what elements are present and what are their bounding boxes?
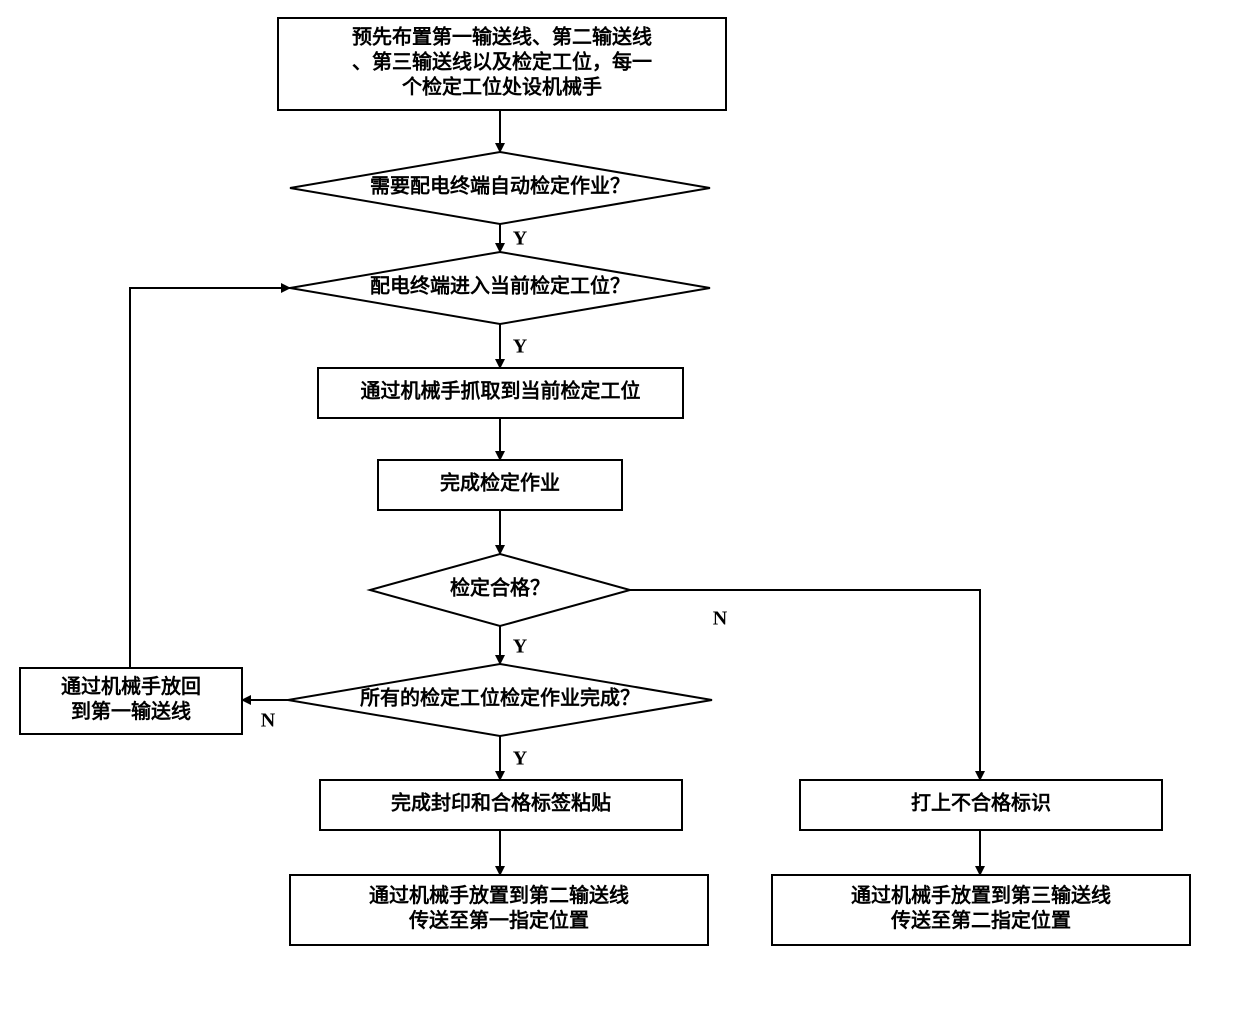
edge-label-e2: Y	[513, 228, 528, 250]
edge-label-e6: Y	[513, 636, 528, 658]
node-text-n5-0: 完成检定作业	[440, 471, 560, 495]
edge-e9	[630, 590, 980, 780]
node-n4: 通过机械手抓取到当前检定工位	[318, 368, 683, 418]
node-text-n9-1: 传送至第一指定位置	[408, 908, 589, 932]
node-text-n1-2: 个检定工位处设机械手	[401, 75, 602, 99]
edge-label-e9: N	[713, 608, 728, 630]
node-text-n4-0: 通过机械手抓取到当前检定工位	[361, 379, 641, 403]
node-text-n10-0: 通过机械手放回	[61, 674, 201, 698]
node-text-n11-0: 打上不合格标识	[911, 791, 1051, 815]
node-text-n10-1: 到第一输送线	[71, 699, 191, 723]
node-n1: 预先布置第一输送线、第二输送线、第三输送线以及检定工位，每一个检定工位处设机械手	[278, 18, 726, 110]
node-n6: 检定合格？	[370, 554, 630, 626]
flowchart-canvas: YYYYNN预先布置第一输送线、第二输送线、第三输送线以及检定工位，每一个检定工…	[0, 0, 1240, 1010]
nodes: 预先布置第一输送线、第二输送线、第三输送线以及检定工位，每一个检定工位处设机械手…	[20, 18, 1190, 945]
node-text-n12-0: 通过机械手放置到第三输送线	[851, 883, 1111, 907]
edge-e12	[130, 288, 290, 668]
node-text-n9-0: 通过机械手放置到第二输送线	[369, 883, 629, 907]
node-n8: 完成封印和合格标签粘贴	[320, 780, 682, 830]
node-n5: 完成检定作业	[378, 460, 622, 510]
node-text-n7-0: 所有的检定工位检定作业完成？	[360, 686, 640, 710]
node-n12: 通过机械手放置到第三输送线传送至第二指定位置	[772, 875, 1190, 945]
node-n7: 所有的检定工位检定作业完成？	[288, 664, 712, 736]
node-n3: 配电终端进入当前检定工位？	[290, 252, 710, 324]
node-text-n1-1: 、第三输送线以及检定工位，每一	[352, 50, 652, 74]
node-n10: 通过机械手放回到第一输送线	[20, 668, 242, 734]
node-text-n3-0: 配电终端进入当前检定工位？	[370, 274, 630, 298]
edge-label-e7: Y	[513, 748, 528, 770]
edge-label-e3: Y	[513, 336, 528, 358]
node-n2: 需要配电终端自动检定作业？	[290, 152, 710, 224]
node-n11: 打上不合格标识	[800, 780, 1162, 830]
node-text-n6-0: 检定合格？	[450, 576, 550, 600]
node-n9: 通过机械手放置到第二输送线传送至第一指定位置	[290, 875, 708, 945]
node-text-n2-0: 需要配电终端自动检定作业？	[370, 174, 630, 198]
node-text-n1-0: 预先布置第一输送线、第二输送线	[352, 25, 652, 49]
node-text-n12-1: 传送至第二指定位置	[890, 908, 1071, 932]
edge-label-e11: N	[261, 710, 276, 732]
node-text-n8-0: 完成封印和合格标签粘贴	[391, 791, 611, 815]
